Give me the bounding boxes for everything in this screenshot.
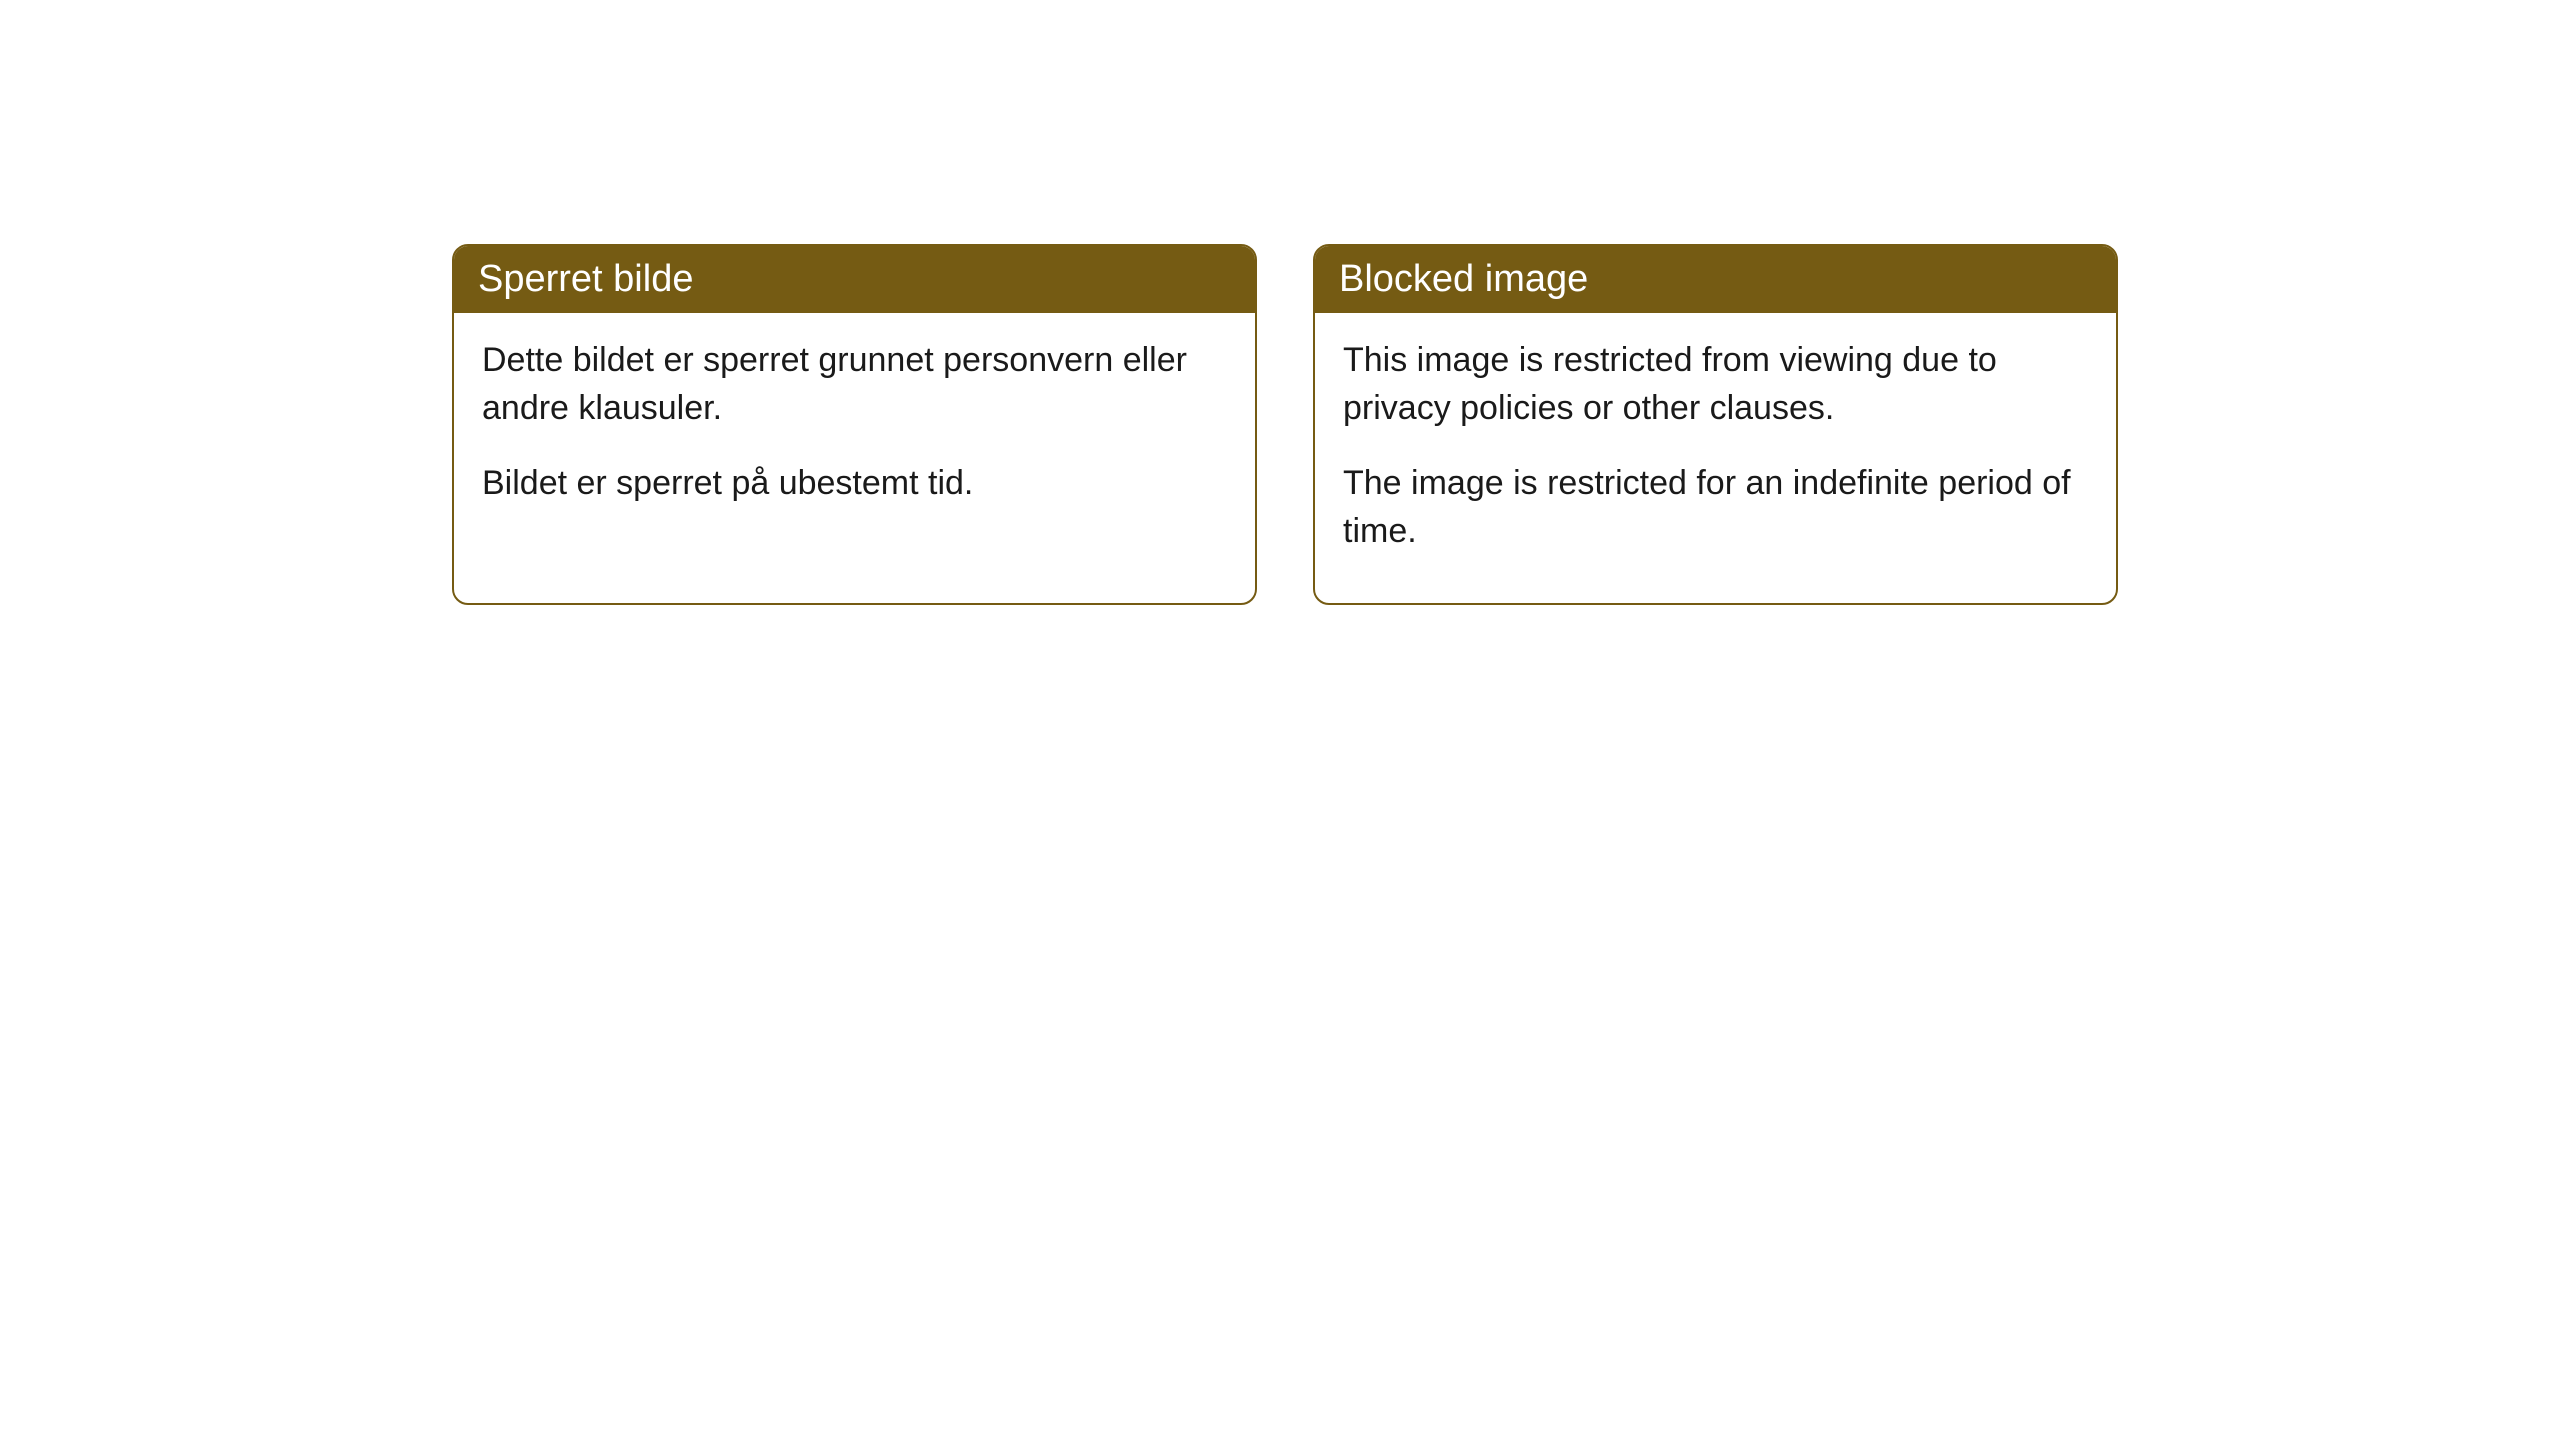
card-paragraph-1: Dette bildet er sperret grunnet personve…: [482, 337, 1227, 432]
card-title: Blocked image: [1339, 258, 1588, 300]
card-container: Sperret bilde Dette bildet er sperret gr…: [452, 244, 2118, 605]
blocked-image-card-norwegian: Sperret bilde Dette bildet er sperret gr…: [452, 244, 1257, 605]
card-body-norwegian: Dette bildet er sperret grunnet personve…: [454, 313, 1255, 556]
card-paragraph-2: The image is restricted for an indefinit…: [1343, 460, 2088, 555]
blocked-image-card-english: Blocked image This image is restricted f…: [1313, 244, 2118, 605]
card-body-english: This image is restricted from viewing du…: [1315, 313, 2116, 603]
card-title: Sperret bilde: [478, 258, 693, 300]
card-paragraph-1: This image is restricted from viewing du…: [1343, 337, 2088, 432]
card-paragraph-2: Bildet er sperret på ubestemt tid.: [482, 460, 1227, 508]
card-header-norwegian: Sperret bilde: [454, 246, 1255, 313]
card-header-english: Blocked image: [1315, 246, 2116, 313]
